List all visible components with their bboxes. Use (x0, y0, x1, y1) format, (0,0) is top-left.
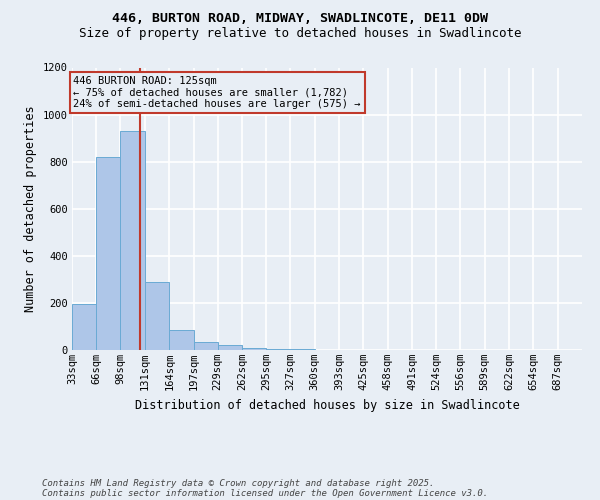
Bar (218, 346, 242, 350)
Bar (242, 348, 266, 350)
Bar (169, 330, 194, 350)
Bar (266, 349, 290, 350)
Text: Contains HM Land Registry data © Crown copyright and database right 2025.: Contains HM Land Registry data © Crown c… (42, 478, 434, 488)
Text: Size of property relative to detached houses in Swadlincote: Size of property relative to detached ho… (79, 28, 521, 40)
Text: 446, BURTON ROAD, MIDWAY, SWADLINCOTE, DE11 0DW: 446, BURTON ROAD, MIDWAY, SWADLINCOTE, D… (112, 12, 488, 26)
Bar (290, 349, 315, 350)
Bar (72, 304, 97, 350)
Bar (145, 282, 169, 350)
Bar (194, 342, 218, 350)
Bar (120, 131, 145, 350)
Y-axis label: Number of detached properties: Number of detached properties (24, 106, 37, 312)
X-axis label: Distribution of detached houses by size in Swadlincote: Distribution of detached houses by size … (134, 398, 520, 411)
Text: 446 BURTON ROAD: 125sqm
← 75% of detached houses are smaller (1,782)
24% of semi: 446 BURTON ROAD: 125sqm ← 75% of detache… (73, 76, 361, 109)
Bar (97, 157, 120, 350)
Text: Contains public sector information licensed under the Open Government Licence v3: Contains public sector information licen… (42, 488, 488, 498)
